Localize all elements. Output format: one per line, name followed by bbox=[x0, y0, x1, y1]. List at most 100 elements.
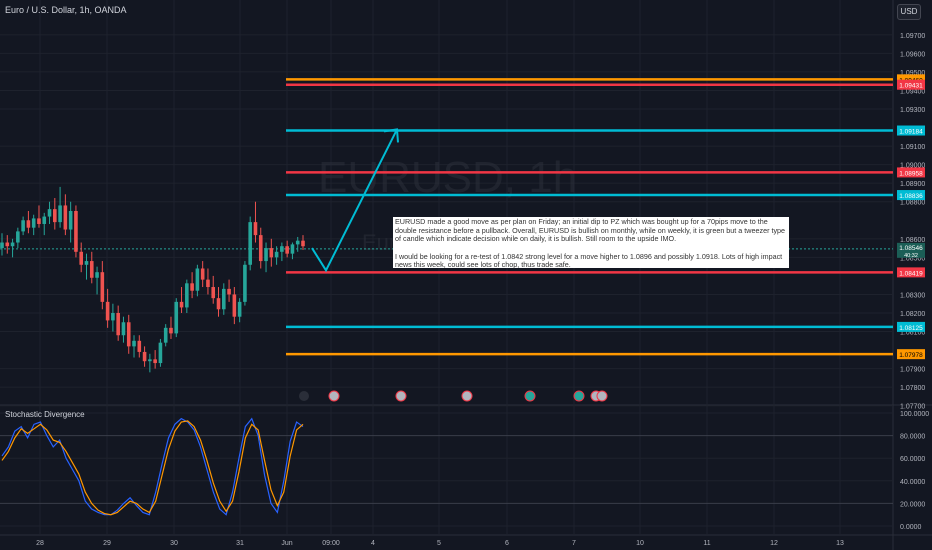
candle-body bbox=[16, 231, 20, 243]
stoch-tick-label: 20.0000 bbox=[900, 501, 925, 508]
currency-button[interactable]: USD bbox=[897, 4, 921, 20]
note-paragraph-1: EURUSD made a good move as per plan on F… bbox=[395, 217, 786, 243]
price-tick-label: 1.07900 bbox=[900, 367, 925, 374]
time-tick-label: 5 bbox=[437, 540, 441, 547]
event-marker-icon bbox=[328, 390, 340, 402]
time-tick-label: 4 bbox=[371, 540, 375, 547]
price-tick-label: 1.08300 bbox=[900, 292, 925, 299]
chart-title: Euro / U.S. Dollar, 1h, OANDA bbox=[5, 5, 127, 15]
time-axis: 28 29 30 31 Jun 09:00 4 5 6 7 10 11 12 13 bbox=[36, 540, 844, 547]
candle-body bbox=[280, 246, 284, 252]
candle-body bbox=[243, 264, 247, 302]
candle-body bbox=[153, 359, 157, 364]
event-marker-icon bbox=[395, 390, 407, 402]
candle-body bbox=[142, 351, 147, 362]
candle-body bbox=[53, 209, 57, 223]
price-axis: 1.09700 1.09600 1.09500 1.09400 1.09300 1.091… bbox=[897, 33, 925, 411]
candle-body bbox=[84, 261, 89, 265]
price-tick-label: 1.08100 bbox=[900, 330, 925, 337]
price-tick-label: 1.08900 bbox=[900, 181, 925, 188]
note-paragraph-2: I would be looking for a re-test of 1.08… bbox=[395, 251, 783, 269]
candle-body bbox=[301, 240, 305, 247]
candle-body bbox=[10, 242, 15, 247]
candle-body bbox=[63, 205, 68, 230]
candle-body bbox=[47, 209, 52, 217]
level-price-label: 1.07978 bbox=[899, 352, 923, 359]
candle-body bbox=[195, 268, 200, 291]
time-tick-label: Jun bbox=[281, 540, 292, 547]
price-tick-label: 1.07800 bbox=[900, 385, 925, 392]
candle-body bbox=[227, 288, 231, 295]
candle-body bbox=[111, 312, 115, 321]
candle-body bbox=[21, 220, 25, 232]
price-tick-label: 1.09500 bbox=[900, 70, 925, 77]
level-price-tag bbox=[897, 321, 925, 332]
candle-body bbox=[121, 322, 126, 336]
candle-body bbox=[163, 327, 168, 343]
price-tick-label: 1.08200 bbox=[900, 311, 925, 318]
level-price-label: 1.08419 bbox=[899, 270, 923, 277]
candle-body bbox=[126, 322, 131, 347]
candle-body bbox=[132, 340, 136, 347]
price-tick-label: 1.09000 bbox=[900, 163, 925, 170]
projection-path bbox=[311, 128, 398, 273]
candles bbox=[0, 186, 305, 373]
candle-body bbox=[58, 205, 62, 223]
level-price-tag bbox=[897, 125, 925, 136]
candle-body bbox=[179, 301, 184, 308]
candle-body bbox=[37, 218, 41, 224]
candle-body bbox=[169, 327, 173, 334]
candle-body bbox=[137, 340, 142, 352]
last-price-tag bbox=[897, 242, 925, 258]
event-markers bbox=[299, 390, 608, 402]
stoch-line bbox=[1, 417, 304, 516]
candle-body bbox=[211, 287, 216, 299]
stoch-tick-label: 60.0000 bbox=[900, 456, 925, 463]
candle-body bbox=[31, 218, 36, 228]
candle-body bbox=[200, 268, 205, 280]
candle-body bbox=[190, 283, 194, 291]
event-marker-icon bbox=[524, 390, 536, 402]
countdown-label: 40:32 bbox=[904, 253, 918, 259]
candle-body bbox=[221, 288, 226, 310]
candle-body bbox=[174, 301, 179, 334]
candle-body bbox=[148, 359, 152, 362]
horizontal-levels bbox=[0, 78, 893, 356]
candle-body bbox=[105, 301, 110, 321]
time-tick-label: 11 bbox=[703, 540, 710, 547]
candle-body bbox=[42, 216, 47, 224]
event-marker-icon bbox=[573, 390, 585, 402]
candle-body bbox=[95, 272, 99, 278]
stoch-tick-label: 0.0000 bbox=[900, 524, 922, 531]
time-tick-label: 10 bbox=[636, 540, 644, 547]
indicator-name[interactable]: Stochastic Divergence bbox=[5, 410, 85, 419]
candle-body bbox=[68, 211, 73, 230]
time-tick-label: 30 bbox=[170, 540, 178, 547]
last-price-label: 1.08546 bbox=[899, 245, 923, 252]
price-tick-label: 1.08800 bbox=[900, 200, 925, 207]
level-price-tag bbox=[897, 190, 925, 201]
candle-body bbox=[116, 312, 120, 336]
candle-body bbox=[89, 261, 94, 278]
event-marker-icon bbox=[299, 391, 309, 401]
price-tick-label: 1.09700 bbox=[900, 33, 925, 40]
projection-arrow bbox=[311, 128, 399, 273]
candle-body bbox=[237, 301, 242, 317]
price-tick-label: 1.09100 bbox=[900, 144, 925, 151]
price-tick-label: 1.08600 bbox=[900, 237, 925, 244]
level-price-label: 1.08958 bbox=[899, 170, 923, 177]
note-box[interactable]: EURUSD made a good move as per plan on F… bbox=[393, 217, 789, 269]
candle-body bbox=[248, 222, 252, 265]
candle-body bbox=[295, 240, 300, 245]
level-price-label: 1.09431 bbox=[899, 83, 923, 90]
stoch-line bbox=[1, 420, 304, 516]
level-price-label: 1.08125 bbox=[899, 325, 923, 332]
candle-body bbox=[79, 251, 84, 265]
candle-body bbox=[74, 211, 78, 252]
price-tick-label: 1.09600 bbox=[900, 51, 925, 58]
candle-body bbox=[258, 235, 263, 262]
event-marker-icon bbox=[596, 390, 608, 402]
level-price-label: 1.08836 bbox=[899, 193, 923, 200]
